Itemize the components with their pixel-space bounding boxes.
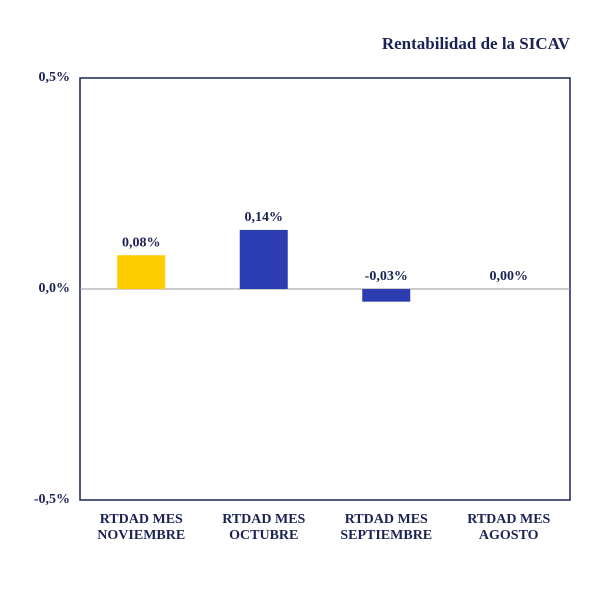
y-tick-label: 0,5% — [39, 70, 71, 85]
bar — [117, 255, 166, 289]
value-label: -0,03% — [365, 269, 408, 284]
x-tick-label: RTDAD MES — [100, 512, 183, 527]
x-tick-label: AGOSTO — [479, 528, 539, 543]
value-label: 0,08% — [122, 235, 161, 250]
x-tick-label: RTDAD MES — [222, 512, 305, 527]
value-label: 0,00% — [490, 269, 529, 284]
x-tick-label: NOVIEMBRE — [97, 528, 185, 543]
value-label: 0,14% — [245, 210, 284, 225]
x-tick-label: RTDAD MES — [345, 512, 428, 527]
x-tick-label: SEPTIEMBRE — [340, 528, 432, 543]
y-tick-label: -0,5% — [34, 492, 70, 507]
bar — [239, 229, 288, 289]
y-tick-label: 0,0% — [39, 281, 71, 296]
chart-title: Rentabilidad de la SICAV — [382, 34, 571, 53]
x-tick-label: RTDAD MES — [467, 512, 550, 527]
bar — [362, 289, 411, 302]
x-tick-label: OCTUBRE — [229, 528, 298, 543]
